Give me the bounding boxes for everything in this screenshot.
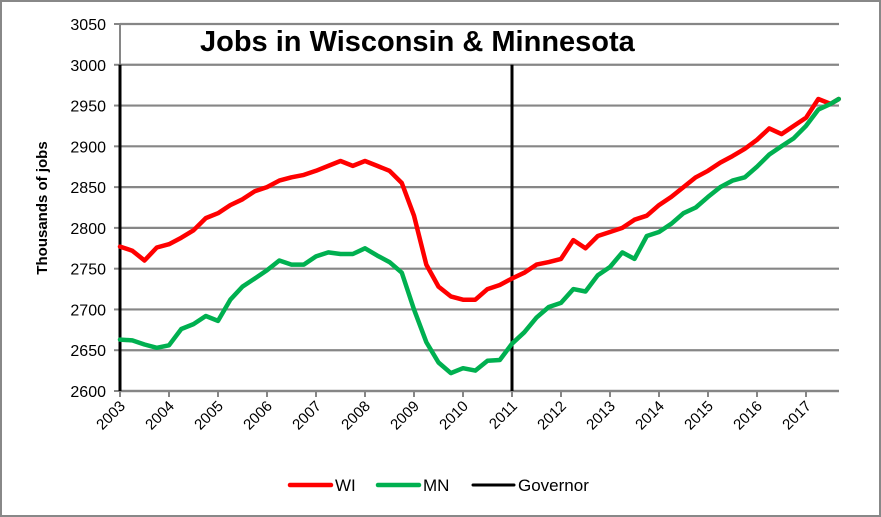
y-tick-label: 2750: [70, 262, 106, 279]
x-tick-label: 2003: [93, 398, 129, 434]
series-line-mn: [117, 96, 842, 376]
x-tick-label: 2013: [583, 398, 619, 434]
legend-item-wi: WI: [287, 476, 356, 495]
y-tick-label: 2600: [70, 384, 106, 401]
data-lines: [117, 96, 842, 376]
governor-markers: [118, 64, 514, 391]
x-axis: 2003 2004 2005 2006 2007 2008 2009 2010 2011 2012…: [93, 389, 839, 434]
x-tick-label: 2012: [534, 398, 570, 434]
x-tick-label: 2017: [779, 398, 815, 434]
x-tick-label: 2008: [338, 398, 374, 434]
y-tick-label: 2800: [70, 221, 106, 238]
legend-label: WI: [335, 476, 356, 495]
x-tick-label: 2014: [632, 398, 668, 434]
y-axis-label: Thousands of jobs: [34, 141, 51, 274]
y-axis-ticks: 2600 2650 2700 2750 2800 2850 2900 2950 3000 3050: [70, 17, 121, 401]
y-tick-label: 2900: [70, 139, 106, 156]
y-tick-label: 2700: [70, 302, 106, 319]
y-tick-label: 2950: [70, 99, 106, 116]
y-tick-label: 2650: [70, 343, 106, 360]
legend: WI MN Governor: [287, 476, 589, 495]
y-tick-label: 3050: [70, 17, 106, 34]
chart-title: Jobs in Wisconsin & Minnesota: [200, 26, 636, 58]
x-tick-label: 2010: [436, 398, 472, 434]
x-tick-label: 2016: [730, 398, 766, 434]
y-tick-label: 3000: [70, 58, 106, 75]
x-tick-label: 2015: [681, 398, 717, 434]
x-tick-label: 2006: [240, 398, 276, 434]
x-tick-label: 2009: [387, 398, 423, 434]
x-tick-label: 2004: [142, 398, 178, 434]
x-tick-label: 2007: [289, 398, 325, 434]
legend-label: MN: [423, 476, 449, 495]
x-tick-label: 2011: [486, 398, 521, 433]
y-tick-label: 2850: [70, 180, 106, 197]
legend-item-governor: Governor: [471, 476, 589, 495]
legend-item-mn: MN: [375, 476, 449, 495]
legend-label: Governor: [518, 476, 589, 495]
series-line-wi: [117, 96, 842, 302]
x-tick-label: 2005: [191, 398, 227, 434]
